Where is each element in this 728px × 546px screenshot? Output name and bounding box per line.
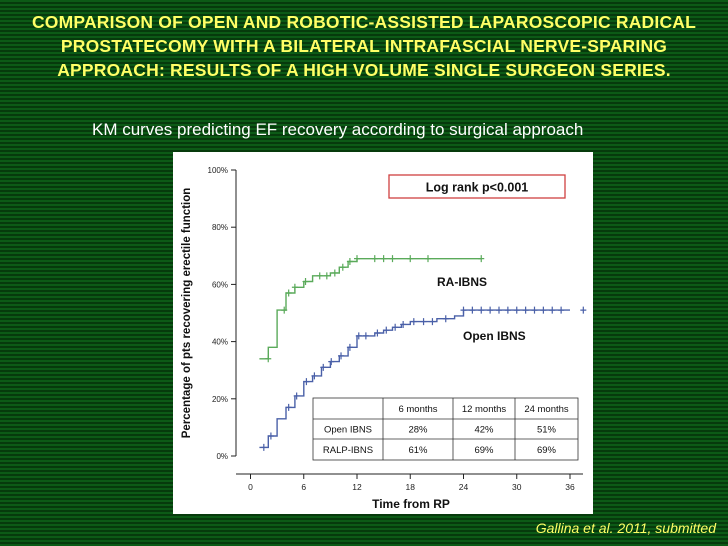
censor-mark-open-ibns — [429, 318, 436, 326]
censor-mark-open-ibns — [442, 315, 449, 323]
table-cell: 69% — [474, 445, 494, 456]
table-cell: 28% — [408, 425, 428, 436]
censor-mark-open-ibns — [260, 443, 267, 451]
censor-mark-ra-ibns — [425, 255, 431, 263]
table-header-cell: 12 months — [462, 404, 507, 415]
censor-mark-open-ibns — [469, 306, 476, 314]
km-chart-panel: 0% 20% 40% 60% 80% 100% 0 6 12 18 24 30 36 Log rank … — [173, 152, 593, 514]
censor-mark-open-ibns — [285, 403, 292, 411]
censor-mark-ra-ibns — [331, 269, 338, 277]
x-tick-label: 0 — [248, 482, 253, 492]
censor-mark-open-ibns — [496, 306, 502, 314]
table-header-cell: 24 months — [524, 404, 569, 415]
y-tick-label: 100% — [208, 166, 228, 175]
axis-ticks: 0% 20% 40% 60% 80% 100% 0 6 12 18 24 30 36 — [208, 166, 575, 492]
log-rank-annotation: Log rank p<0.001 — [426, 181, 529, 195]
table-cell: RALP-IBNS — [323, 445, 373, 456]
censor-mark-ra-ibns — [354, 255, 360, 263]
censor-mark-open-ibns — [293, 392, 300, 400]
censor-mark-ra-ibns — [323, 272, 330, 280]
citation: Gallina et al. 2011, submitted — [535, 520, 716, 536]
y-axis-title: Percentage of pts recovering erectile fu… — [181, 188, 193, 439]
x-tick-label: 36 — [565, 482, 575, 492]
censor-mark-open-ibns — [267, 432, 274, 440]
censor-mark-open-ibns — [549, 306, 556, 314]
y-tick-label: 80% — [212, 223, 228, 232]
censor-mark-open-ibns — [362, 332, 369, 340]
censor-mark-open-ibns — [346, 343, 353, 351]
x-axis-title: Time from RP — [372, 497, 450, 511]
censor-mark-open-ibns — [374, 329, 381, 337]
censor-mark-ra-ibns — [285, 289, 292, 297]
table-cell: 42% — [474, 425, 494, 436]
censor-mark-open-ibns — [383, 326, 390, 334]
censor-mark-open-ibns — [513, 306, 520, 314]
censor-mark-open-ibns — [460, 306, 467, 314]
censor-mark-open-ibns — [392, 323, 399, 331]
y-tick-label: 60% — [212, 280, 228, 289]
censor-mark-ra-ibns — [478, 255, 485, 263]
censor-mark-open-ibns — [420, 318, 427, 326]
censor-mark-open-ibns — [400, 320, 407, 328]
km-chart: 0% 20% 40% 60% 80% 100% 0 6 12 18 24 30 36 Log rank … — [181, 166, 587, 511]
censor-mark-open-ibns — [410, 318, 417, 326]
x-tick-label: 30 — [512, 482, 522, 492]
censor-mark-ra-ibns — [302, 278, 309, 286]
log-rank-box — [388, 174, 566, 199]
censor-mark-open-ibns — [504, 306, 511, 314]
censor-mark-ra-ibns — [281, 306, 288, 314]
censor-mark-open-ibns — [303, 378, 310, 386]
x-tick-label: 12 — [352, 482, 362, 492]
x-tick-label: 24 — [459, 482, 469, 492]
censor-mark-open-ibns — [540, 306, 547, 314]
table-cell: Open IBNS — [324, 425, 372, 436]
censor-mark-open-ibns — [531, 306, 538, 314]
axes — [235, 170, 583, 475]
censor-mark-ra-ibns — [291, 283, 298, 291]
censor-mark-ra-ibns — [346, 258, 353, 266]
y-tick-label: 40% — [212, 338, 228, 347]
censor-mark-ra-ibns — [265, 355, 272, 363]
censor-mark-ra-ibns — [371, 255, 378, 263]
slide-subtitle: KM curves predicting EF recovery accordi… — [92, 120, 584, 139]
table-cell: 69% — [537, 445, 557, 456]
censor-mark-ra-ibns — [380, 255, 387, 263]
recovery-rate-table: 6 months 12 months 24 months Open IBNS 28% 42… — [312, 397, 579, 461]
censor-mark-open-ibns — [320, 363, 327, 371]
series — [259, 255, 587, 451]
censor-mark-open-ibns — [355, 332, 362, 340]
table-cell: 61% — [408, 445, 428, 456]
censor-mark-ra-ibns — [389, 255, 396, 263]
table-cell: 51% — [537, 425, 557, 436]
x-tick-label: 18 — [406, 482, 416, 492]
x-tick-label: 6 — [301, 482, 306, 492]
y-tick-label: 20% — [212, 395, 228, 404]
censor-mark-open-ibns — [338, 352, 345, 360]
censor-mark-open-ibns — [487, 306, 494, 314]
censor-mark-ra-ibns — [316, 272, 323, 280]
series-label-open-ibns: Open IBNS — [463, 329, 526, 343]
table-header-cell: 6 months — [398, 404, 437, 415]
table-border — [312, 397, 579, 461]
censor-mark-open-ibns — [478, 306, 485, 314]
series-label-ra-ibns: RA-IBNS — [437, 275, 487, 289]
censor-mark-ra-ibns — [339, 263, 346, 271]
censor-mark-open-ibns — [328, 358, 335, 366]
censor-mark-ra-ibns — [407, 255, 414, 263]
censor-mark-open-ibns — [311, 372, 318, 380]
y-tick-label: 0% — [216, 452, 228, 461]
censor-mark-open-ibns — [580, 306, 587, 314]
censor-mark-open-ibns — [558, 306, 565, 314]
km-curve-ra-ibns — [259, 257, 482, 360]
slide-title: COMPARISON OF OPEN AND ROBOTIC-ASSISTED … — [31, 12, 697, 80]
censor-mark-open-ibns — [522, 306, 529, 314]
